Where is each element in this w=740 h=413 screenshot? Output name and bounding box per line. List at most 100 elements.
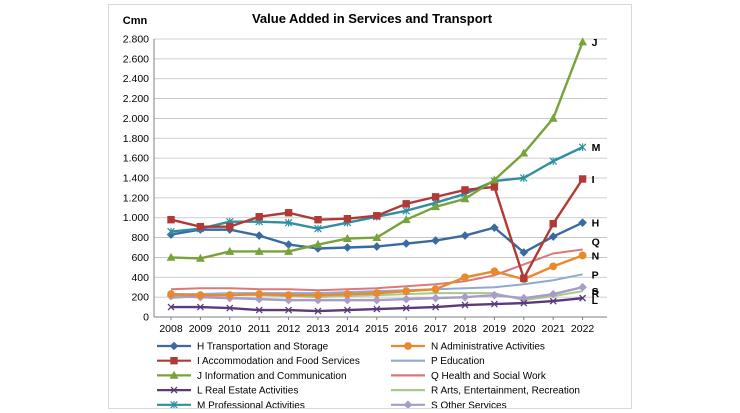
data-point — [578, 282, 587, 292]
y-tick-label: 400 — [131, 272, 149, 284]
data-point — [373, 212, 381, 220]
data-point — [313, 295, 323, 305]
line-chart: Value Added in Services and Transport Cm… — [123, 11, 607, 408]
x-tick-label: 2008 — [159, 323, 183, 335]
data-point — [578, 218, 587, 227]
data-point — [548, 113, 558, 122]
data-point — [401, 239, 411, 248]
y-tick-label: 0 — [143, 312, 149, 324]
x-tick-label: 2019 — [483, 323, 507, 335]
series-line — [170, 248, 583, 292]
data-point — [314, 307, 322, 315]
data-point — [490, 267, 499, 276]
data-point — [578, 143, 587, 152]
series-L — [167, 294, 587, 315]
data-point — [167, 290, 175, 299]
data-point — [342, 233, 352, 242]
data-point — [578, 37, 588, 46]
series-end-label: P — [592, 269, 599, 281]
data-point — [254, 294, 264, 304]
y-tick-label: 1.000 — [123, 212, 149, 224]
data-point-stroke — [170, 386, 178, 394]
data-point — [284, 218, 293, 227]
data-point — [520, 274, 528, 282]
data-point-stroke — [402, 304, 410, 312]
data-point — [170, 400, 178, 408]
data-point — [343, 215, 352, 223]
data-point — [169, 370, 179, 379]
data-point — [196, 222, 205, 231]
chart-frame: Value Added in Services and Transport Cm… — [108, 4, 632, 409]
data-point — [460, 231, 470, 240]
end-label-layer: H N I P J Q LR M S — [592, 37, 601, 307]
data-point — [343, 243, 352, 252]
data-point-stroke — [490, 300, 498, 308]
legend-label: I Accommodation and Food Services — [197, 356, 360, 367]
data-point — [170, 386, 178, 394]
x-tick-label: 2016 — [395, 323, 419, 335]
data-point — [403, 400, 413, 408]
data-point — [548, 232, 558, 241]
data-point — [490, 300, 498, 308]
axis-layer: 0 200 400 600 800 1.000 1.200 1.400 1.600 1.800 2.… — [123, 34, 595, 336]
series-end-label: M — [592, 142, 601, 154]
series-end-label: L — [592, 295, 599, 307]
data-point — [170, 357, 178, 365]
legend-item: H Transportation and Storage — [157, 342, 329, 353]
legend-label: S Other Services — [431, 400, 507, 408]
data-point — [548, 289, 558, 299]
data-point — [226, 222, 234, 231]
data-point — [578, 175, 587, 183]
data-point — [519, 148, 529, 157]
legend-label: N Administrative Activities — [431, 342, 545, 353]
grid-layer — [154, 38, 607, 318]
data-point-stroke — [432, 303, 440, 311]
x-tick-label: 2021 — [542, 323, 566, 335]
data-point — [167, 303, 175, 311]
y-tick-label: 1.600 — [123, 153, 149, 165]
data-point-stroke — [579, 294, 587, 302]
data-point — [284, 291, 293, 300]
series-end-label: S — [592, 286, 599, 298]
data-point — [343, 290, 352, 299]
data-point — [255, 306, 263, 314]
data-point-stroke — [196, 303, 204, 311]
data-point — [490, 223, 499, 232]
data-point — [402, 304, 410, 312]
y-tick-label: 1.400 — [123, 173, 149, 185]
data-point — [431, 236, 440, 245]
x-tick-label: 2017 — [424, 323, 448, 335]
data-point — [431, 293, 440, 303]
series-end-label: Q — [592, 236, 600, 248]
legend-label: H Transportation and Storage — [197, 342, 329, 353]
data-point-stroke — [549, 297, 557, 305]
data-point — [461, 301, 469, 309]
y-tick-label: 600 — [131, 252, 149, 264]
data-point — [404, 342, 412, 350]
data-point — [284, 295, 293, 305]
data-point — [372, 295, 382, 305]
data-point — [401, 294, 411, 304]
data-point — [226, 304, 234, 312]
legend-item: P Education — [391, 356, 485, 367]
data-point — [402, 200, 410, 208]
legend-item: S Other Services — [391, 400, 507, 408]
legend-label: Q Health and Social Work — [431, 371, 547, 382]
data-point — [255, 290, 264, 299]
legend-item: I Accommodation and Food Services — [157, 356, 360, 367]
data-point — [166, 252, 176, 261]
series-Q — [170, 248, 583, 292]
data-point — [402, 287, 411, 296]
data-point — [489, 175, 499, 184]
data-point — [167, 227, 175, 236]
data-point-stroke — [167, 303, 175, 311]
data-point — [519, 293, 529, 303]
x-tick-label: 2010 — [218, 323, 242, 335]
data-point — [372, 242, 382, 251]
data-point — [225, 246, 235, 255]
series-J — [166, 37, 588, 262]
y-tick-label: 2.600 — [123, 53, 149, 65]
data-point — [373, 305, 381, 313]
legend-item: L Real Estate Activities — [157, 386, 298, 397]
data-point — [578, 251, 587, 260]
